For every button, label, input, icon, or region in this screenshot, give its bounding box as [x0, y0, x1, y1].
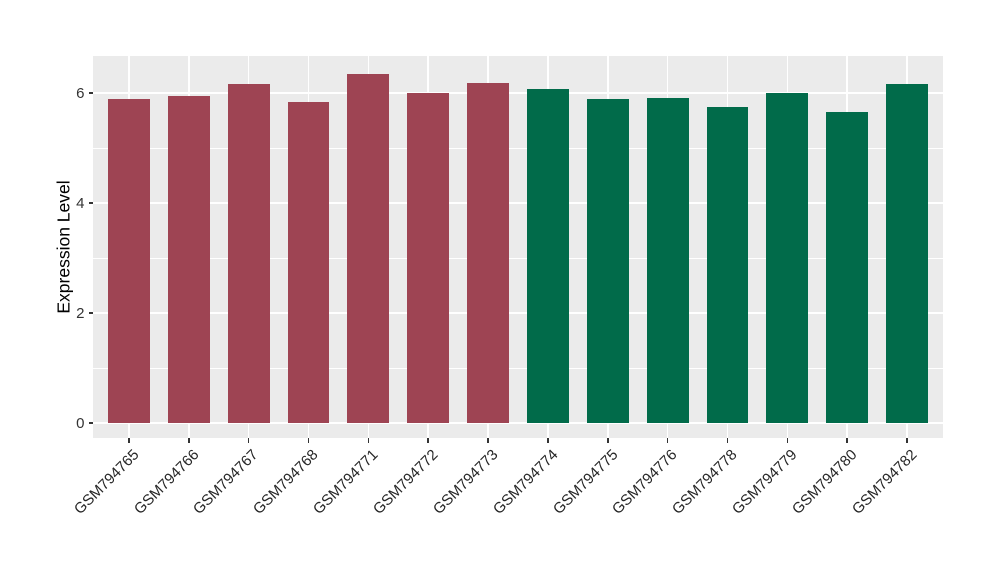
y-tick-label: 4 — [76, 194, 85, 212]
x-tick-mark — [786, 438, 789, 443]
gridline-minor — [93, 257, 943, 259]
bar-GSM794779 — [766, 93, 809, 423]
bar-GSM794782 — [886, 83, 929, 423]
gridline-minor — [93, 367, 943, 369]
y-tick-label: 0 — [76, 414, 85, 432]
bar-GSM794765 — [107, 99, 150, 423]
bar-GSM794773 — [467, 82, 509, 423]
bar-GSM794771 — [347, 73, 390, 423]
y-tick-mark — [88, 202, 93, 204]
gridline-major — [93, 202, 943, 204]
x-tick-mark — [547, 438, 549, 443]
x-tick-mark — [128, 438, 130, 443]
x-tick-mark — [307, 438, 310, 443]
bar-GSM794768 — [287, 101, 330, 423]
y-tick-mark — [88, 92, 93, 94]
bar-GSM794767 — [227, 83, 270, 423]
bar-GSM794774 — [526, 88, 569, 423]
bar-GSM794776 — [646, 97, 689, 423]
gridline-major — [93, 92, 943, 94]
gridline-major — [93, 422, 943, 424]
x-tick-mark — [427, 438, 429, 443]
x-tick-mark — [188, 438, 190, 443]
x-tick-mark — [906, 438, 908, 443]
bar-GSM794766 — [167, 95, 210, 423]
y-tick-mark — [88, 312, 93, 314]
bar-GSM794778 — [706, 107, 749, 423]
x-tick-mark — [367, 438, 370, 443]
x-tick-mark — [846, 438, 848, 443]
x-tick-mark — [487, 438, 489, 443]
x-tick-mark — [247, 438, 250, 443]
gridline-major — [93, 312, 943, 314]
x-tick-mark — [726, 438, 729, 443]
bar-GSM794772 — [407, 93, 450, 423]
bar-GSM794775 — [586, 99, 629, 423]
x-tick-mark — [666, 438, 669, 443]
y-tick-label: 6 — [76, 84, 85, 102]
gridline-minor — [93, 147, 943, 149]
plot-panel — [93, 56, 943, 438]
y-tick-label: 2 — [76, 304, 85, 322]
y-tick-mark — [88, 422, 93, 424]
bar-GSM794780 — [826, 112, 869, 423]
x-tick-mark — [607, 438, 609, 443]
